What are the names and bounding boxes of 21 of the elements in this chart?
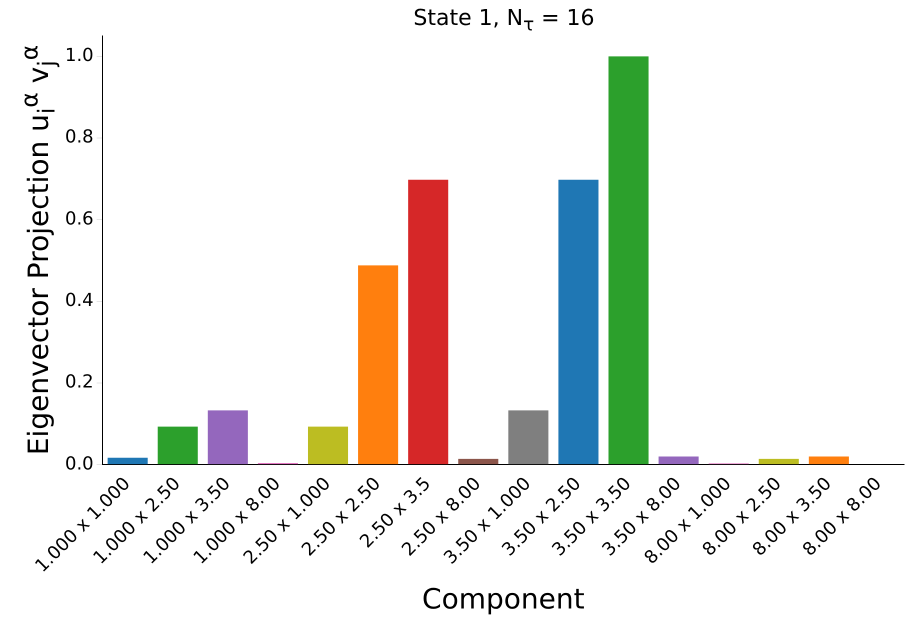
y-tick-label: 0.0: [64, 453, 94, 474]
bar: [308, 426, 348, 464]
bar: [458, 458, 498, 464]
bar: [108, 458, 148, 464]
y-tick-label: 0.2: [64, 372, 94, 393]
y-tick-label: 0.6: [64, 208, 94, 230]
chart-title: State 1, N$_{τ}$ = 16: [412, 6, 596, 36]
x-axis-title: Component: [422, 582, 585, 616]
bar: [208, 410, 248, 464]
bar: [608, 56, 649, 464]
bar: [758, 458, 799, 464]
bar: [658, 456, 699, 464]
bar: [508, 410, 548, 464]
bar: [408, 180, 448, 464]
y-tick-label: 0.8: [64, 126, 94, 148]
bar: [808, 456, 849, 464]
y-tick-label: 0.4: [64, 290, 94, 312]
bar: [558, 180, 598, 464]
bar: [158, 426, 198, 464]
bar: [358, 265, 398, 464]
y-tick-label: 1.0: [64, 45, 94, 66]
